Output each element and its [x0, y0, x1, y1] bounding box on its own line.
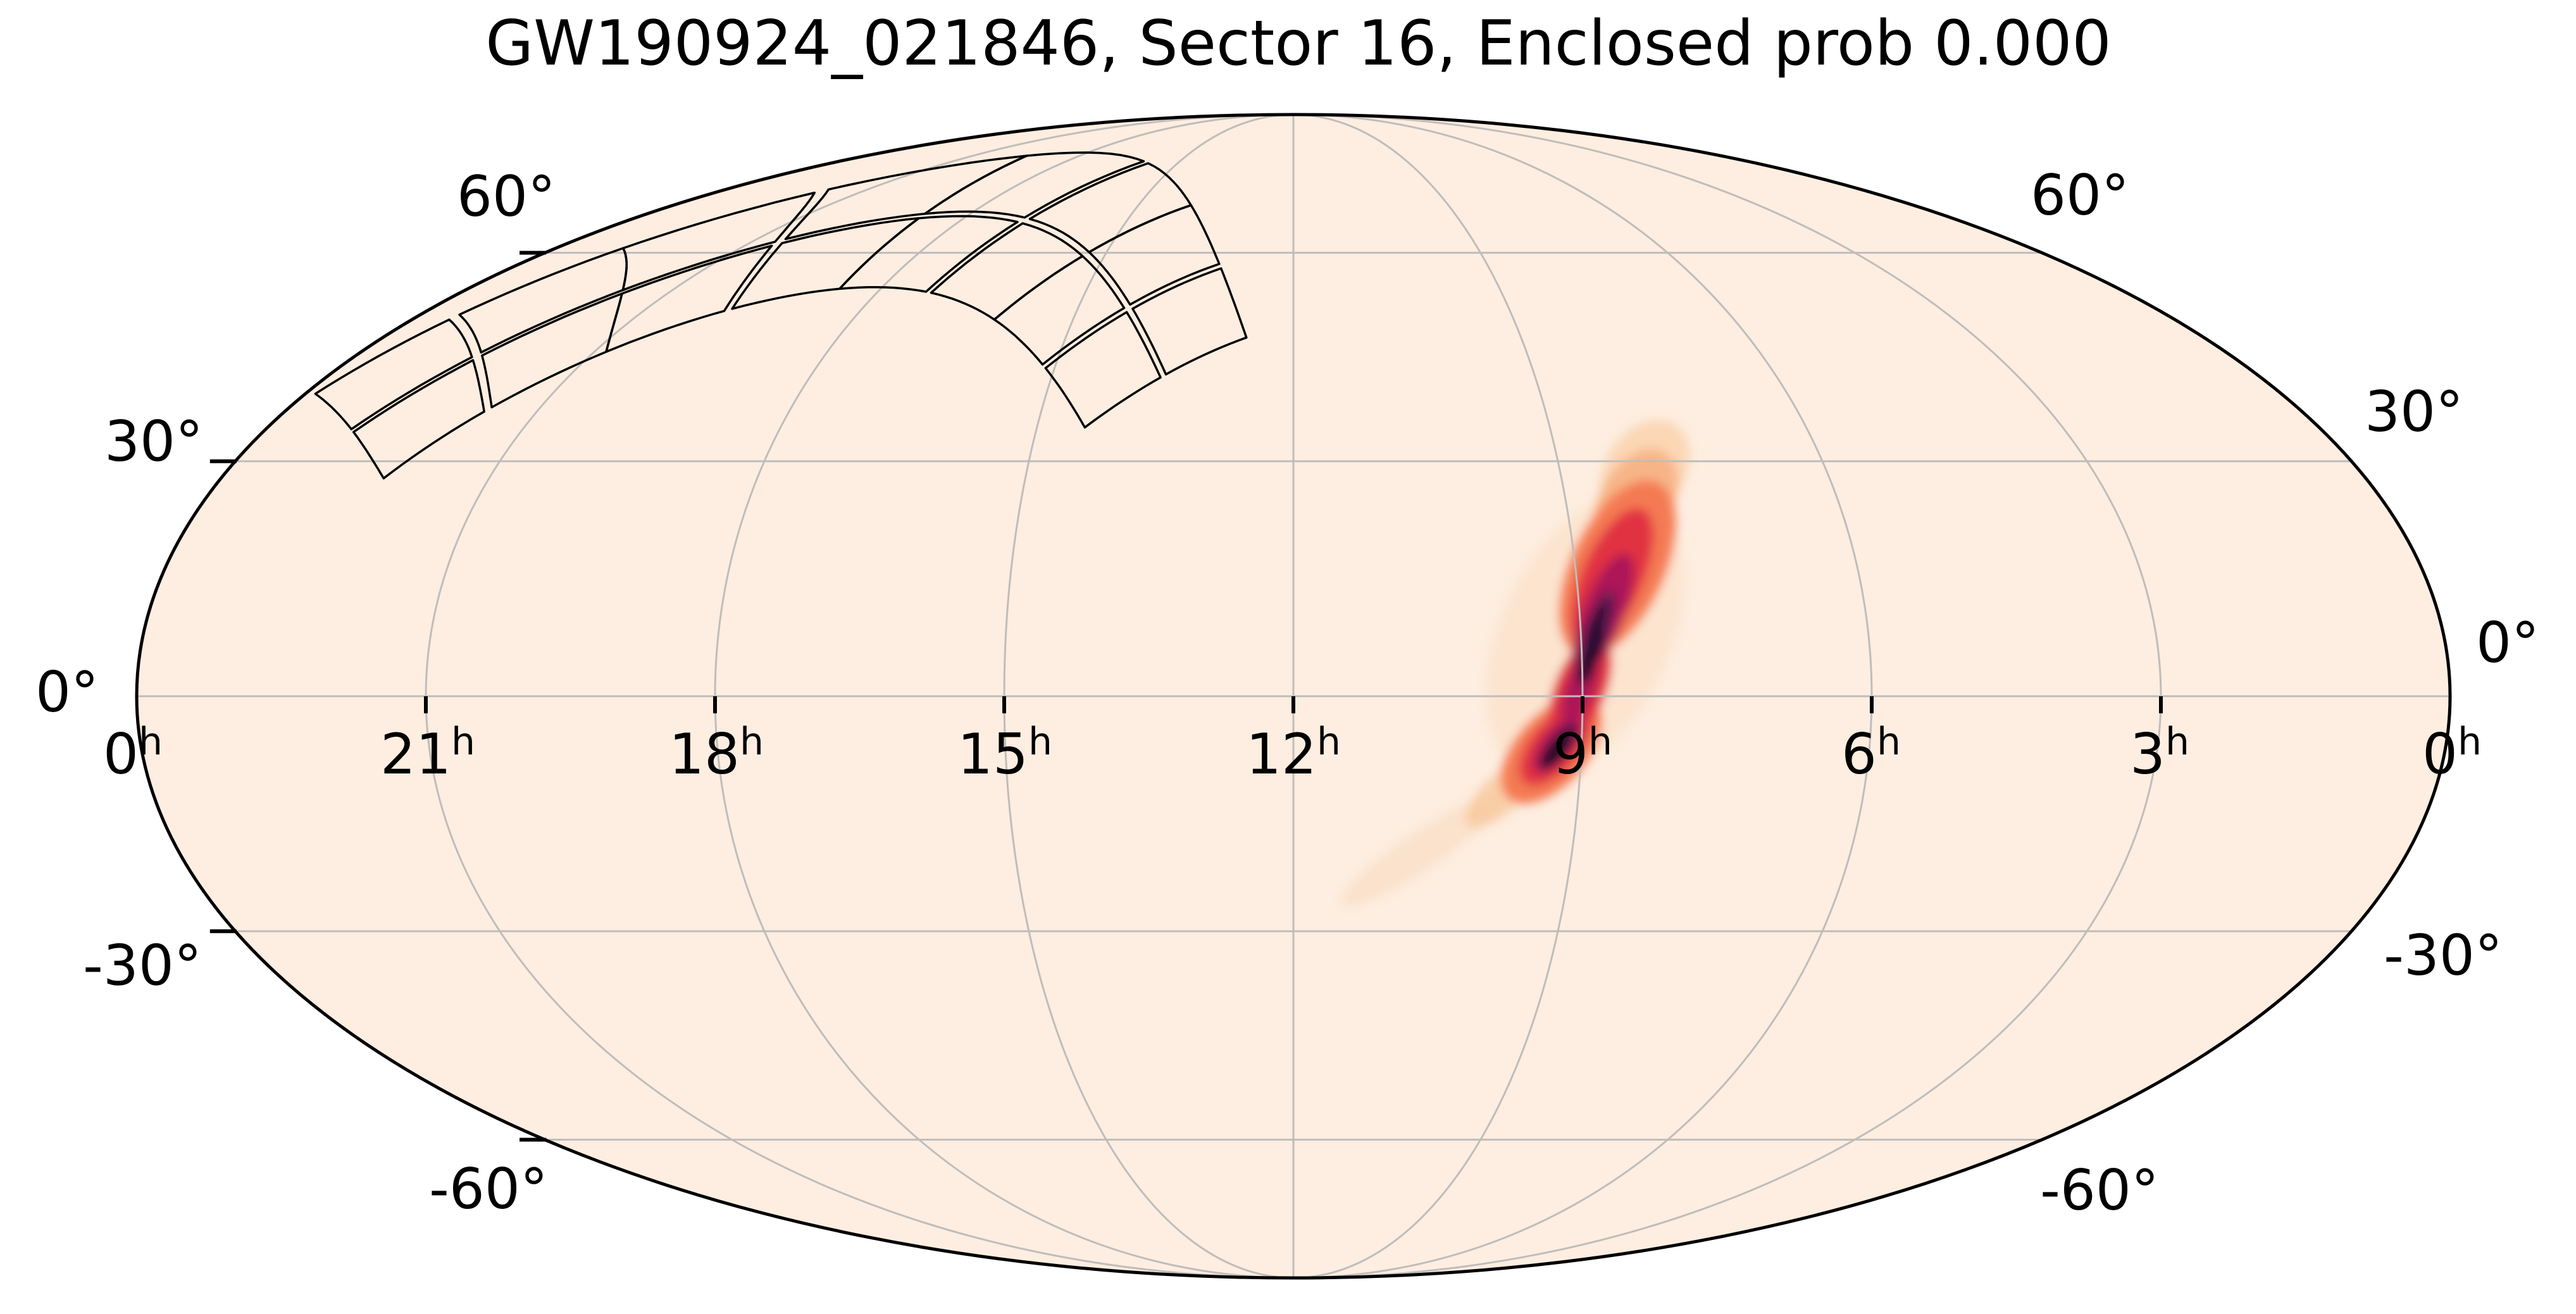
ra-label-value: 0: [2422, 722, 2458, 787]
tess-ccd-outline: [1088, 204, 1221, 306]
dec-label-right: -60°: [2040, 1158, 2159, 1223]
tess-ccd-outline: [352, 359, 485, 480]
dec-label-left: -60°: [429, 1156, 548, 1222]
dec-label-right: 30°: [2365, 379, 2463, 444]
ra-label: 0h: [2422, 720, 2482, 787]
tess-ccd-outline: [838, 215, 1019, 293]
tess-ccd-outline: [314, 318, 473, 430]
ra-label: 6h: [1841, 720, 1901, 787]
axis-ticks: [209, 251, 2163, 1142]
ra-label-sup-h: h: [1877, 720, 1901, 764]
ra-label: 21h: [380, 720, 475, 787]
ra-label-value: 3: [2130, 722, 2165, 787]
dec-label-right: 60°: [2031, 163, 2129, 228]
ra-label-sup-h: h: [139, 720, 163, 764]
ra-label-sup-h: h: [1317, 720, 1341, 764]
blob-layer: [1585, 599, 1609, 648]
ra-label-value: 9: [1553, 722, 1588, 787]
ra-label-value: 18: [669, 722, 740, 787]
dec-label-left: 60°: [457, 164, 556, 229]
tess-ccd-outline: [1044, 311, 1162, 429]
dec-label-left: 0°: [35, 660, 99, 725]
ra-label-value: 12: [1246, 722, 1317, 787]
ra-label-value: 21: [380, 722, 451, 787]
plot-title: GW190924_021846, Sector 16, Enclosed pro…: [485, 8, 2112, 80]
ra-label: 9h: [1553, 720, 1612, 787]
ra-label-sup-h: h: [2165, 720, 2189, 764]
ra-label-value: 0: [103, 722, 139, 787]
ra-label: 18h: [669, 720, 764, 787]
ra-label-value: 15: [957, 722, 1028, 787]
ra-label-sup-h: h: [1028, 720, 1052, 764]
probability-density-blob: [1341, 420, 1690, 907]
tess-ccd-outline: [1131, 267, 1248, 376]
dec-label-right: -30°: [2384, 923, 2503, 988]
tess-footprint-outlines: [314, 151, 1248, 480]
ra-label-sup-h: h: [740, 720, 764, 764]
blob-layer: [1579, 622, 1605, 685]
tess-ccd-outline: [924, 151, 1145, 219]
dec-label-left: 30°: [104, 409, 203, 474]
axis-labels: 0h 21h 18h 15h 12h 9h 6h 3h 0h60°30°0°-30°-60°60…: [35, 163, 2539, 1223]
ra-label-sup-h: h: [451, 720, 475, 764]
ra-label-value: 6: [1841, 722, 1877, 787]
tess-ccd-outline: [621, 191, 816, 292]
ra-label-sup-h: h: [2458, 720, 2482, 764]
ra-label: 3h: [2130, 720, 2189, 787]
blob-layer: [1541, 734, 1571, 767]
blob-layer: [1341, 796, 1500, 907]
map-outline: [135, 113, 2452, 1280]
ra-label: 15h: [957, 720, 1052, 787]
ra-label-sup-h: h: [1588, 720, 1612, 764]
dec-label-left: -30°: [83, 933, 202, 998]
tess-ccd-outline: [993, 254, 1126, 366]
dec-label-right: 0°: [2476, 610, 2539, 675]
ra-label: 12h: [1246, 720, 1341, 787]
ra-label: 0h: [103, 720, 163, 787]
tess-ccd-outline: [605, 244, 773, 353]
